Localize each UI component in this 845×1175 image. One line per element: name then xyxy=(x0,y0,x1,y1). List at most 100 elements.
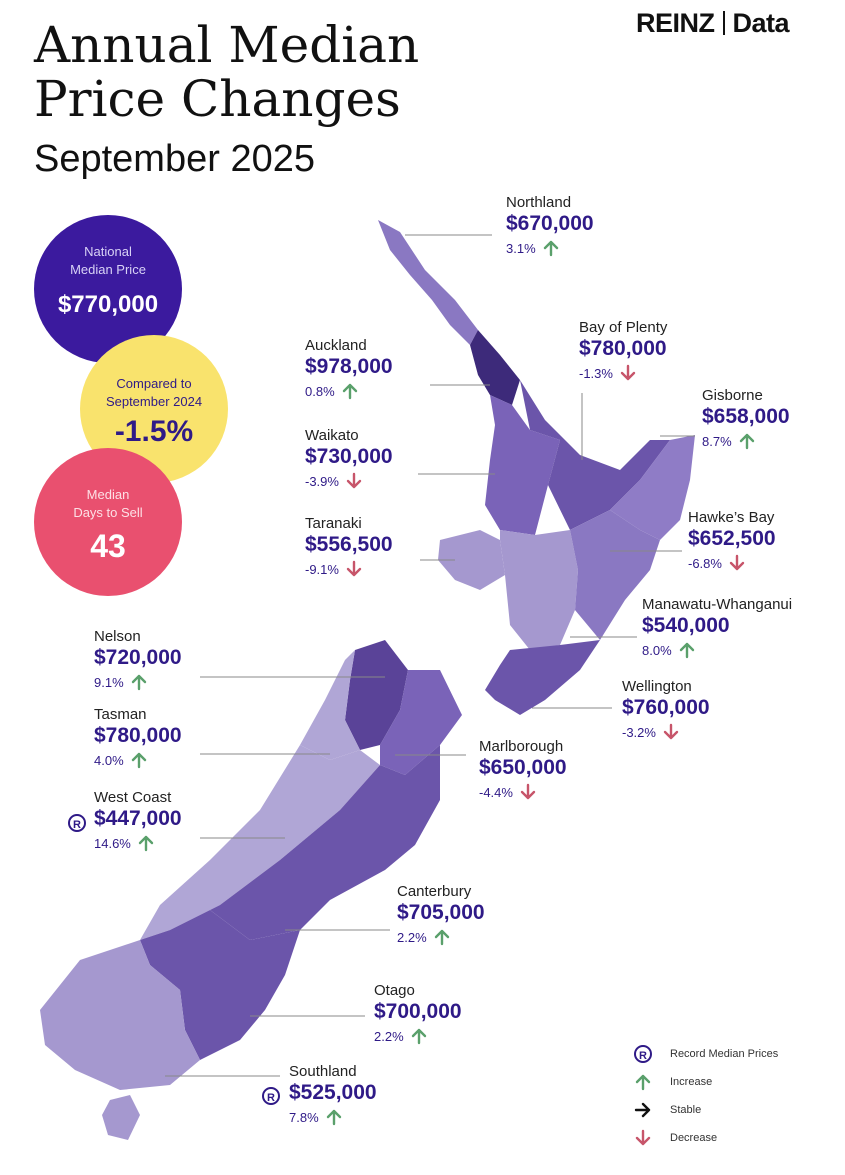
region-name: Wellington xyxy=(622,678,692,695)
region-price: $705,000 xyxy=(397,901,485,924)
region-change: 7.8% xyxy=(289,1109,319,1125)
region-canterbury xyxy=(210,745,440,940)
national-label-line-1: National xyxy=(84,244,132,259)
legend-decrease-label: Decrease xyxy=(670,1132,718,1144)
region-price: $652,500 xyxy=(688,527,776,550)
region-change: -9.1% xyxy=(305,561,339,577)
arrow-down-icon xyxy=(662,723,680,741)
region-name: Auckland xyxy=(305,337,367,354)
compared-value: -1.5% xyxy=(114,415,194,448)
label-otago: Otago $700,000 2.2% xyxy=(374,982,462,1045)
southland-record-icon: R xyxy=(262,1087,280,1106)
region-price: $556,500 xyxy=(305,533,393,556)
region-auckland xyxy=(470,330,520,405)
legend-decrease: Decrease xyxy=(632,1124,778,1152)
region-name: Southland xyxy=(289,1063,357,1080)
record-icon: R xyxy=(634,1045,652,1063)
title-line-2: Price Changes xyxy=(34,70,401,128)
label-auckland: Auckland $978,000 0.8% xyxy=(305,337,393,400)
legend-increase: Increase xyxy=(632,1068,778,1096)
arrow-down-icon xyxy=(519,783,537,801)
region-price: $720,000 xyxy=(94,646,182,669)
arrow-up-icon xyxy=(130,751,148,769)
arrow-up-icon xyxy=(130,673,148,691)
region-change: 0.8% xyxy=(305,383,335,399)
stewart-island xyxy=(102,1095,140,1140)
region-marlborough xyxy=(380,670,462,775)
arrow-down-icon xyxy=(619,364,637,382)
region-otago xyxy=(140,910,300,1060)
arrow-up-icon xyxy=(341,382,359,400)
legend: R Record Median Prices Increase Stable D… xyxy=(632,1040,778,1152)
brand-logo: REINZ Data xyxy=(636,8,790,39)
region-gisborne xyxy=(610,435,695,540)
region-price: $700,000 xyxy=(374,1000,462,1023)
brand-left: REINZ xyxy=(636,8,715,38)
west-coast-record-icon: R xyxy=(68,814,86,833)
region-change: -6.8% xyxy=(688,555,722,571)
region-name: West Coast xyxy=(94,789,172,806)
legend-increase-label: Increase xyxy=(670,1076,713,1088)
label-wellington: Wellington $760,000 -3.2% xyxy=(622,678,710,741)
region-price: $540,000 xyxy=(642,614,730,637)
legend-stable-label: Stable xyxy=(670,1104,702,1116)
region-bay-of-plenty xyxy=(520,380,670,530)
nz-map xyxy=(40,220,695,1140)
page-subtitle: September 2025 xyxy=(34,138,315,180)
brand-separator xyxy=(722,11,725,35)
label-manawatu-whanganui: Manawatu-Whanganui $540,000 8.0% xyxy=(642,596,792,659)
region-price: $760,000 xyxy=(622,696,710,719)
compared-label-line-2: September 2024 xyxy=(105,394,203,409)
leader-lines xyxy=(165,234,695,1077)
arrow-up-icon xyxy=(634,1073,652,1091)
region-change: 2.2% xyxy=(397,929,427,945)
region-price: $658,000 xyxy=(702,405,790,428)
region-hawkes-bay xyxy=(570,510,660,640)
arrow-down-icon xyxy=(634,1129,652,1147)
region-name: Otago xyxy=(374,982,415,999)
label-canterbury: Canterbury $705,000 2.2% xyxy=(397,883,485,946)
national-label: National Median Price xyxy=(34,243,182,279)
days-label: Median Days to Sell xyxy=(34,486,182,522)
region-change: -1.3% xyxy=(579,365,613,381)
label-nelson: Nelson $720,000 9.1% xyxy=(94,628,182,691)
region-change: 3.1% xyxy=(506,240,536,256)
region-name: Nelson xyxy=(94,628,141,645)
label-taranaki: Taranaki $556,500 -9.1% xyxy=(305,515,393,578)
region-price: $780,000 xyxy=(579,337,667,360)
label-gisborne: Gisborne $658,000 8.7% xyxy=(702,387,790,450)
region-change: -4.4% xyxy=(479,784,513,800)
region-price: $978,000 xyxy=(305,355,393,378)
region-name: Marlborough xyxy=(479,738,564,755)
region-taranaki xyxy=(438,530,505,590)
arrow-up-icon xyxy=(433,928,451,946)
days-label-line-1: Median xyxy=(86,487,130,502)
legend-record-label: Record Median Prices xyxy=(670,1048,779,1060)
label-southland: Southland $525,000 7.8% xyxy=(289,1063,377,1126)
arrow-up-icon xyxy=(542,239,560,257)
legend-record: R Record Median Prices xyxy=(632,1040,778,1068)
arrow-right-icon xyxy=(634,1101,652,1119)
region-price: $525,000 xyxy=(289,1081,377,1104)
region-change: 8.7% xyxy=(702,433,732,449)
label-tasman: Tasman $780,000 4.0% xyxy=(94,706,182,769)
label-bay-of-plenty: Bay of Plenty $780,000 -1.3% xyxy=(579,319,667,382)
region-change: 14.6% xyxy=(94,835,131,851)
region-price: $730,000 xyxy=(305,445,393,468)
region-price: $670,000 xyxy=(506,212,594,235)
page-title: Annual Median Price Changes xyxy=(34,18,419,126)
arrow-down-icon xyxy=(345,560,363,578)
record-icon: R xyxy=(68,814,86,832)
region-west-coast xyxy=(140,745,380,940)
national-label-line-2: Median Price xyxy=(70,262,146,277)
region-name: Taranaki xyxy=(305,515,362,532)
region-manawatu xyxy=(500,530,578,650)
brand-right: Data xyxy=(732,8,790,38)
label-northland: Northland $670,000 3.1% xyxy=(506,194,594,257)
region-waikato xyxy=(485,395,560,535)
label-west-coast: West Coast $447,000 14.6% xyxy=(94,789,182,852)
region-name: Hawke’s Bay xyxy=(688,509,775,526)
region-wellington xyxy=(485,640,600,715)
record-icon: R xyxy=(262,1087,280,1105)
arrow-down-icon xyxy=(345,472,363,490)
